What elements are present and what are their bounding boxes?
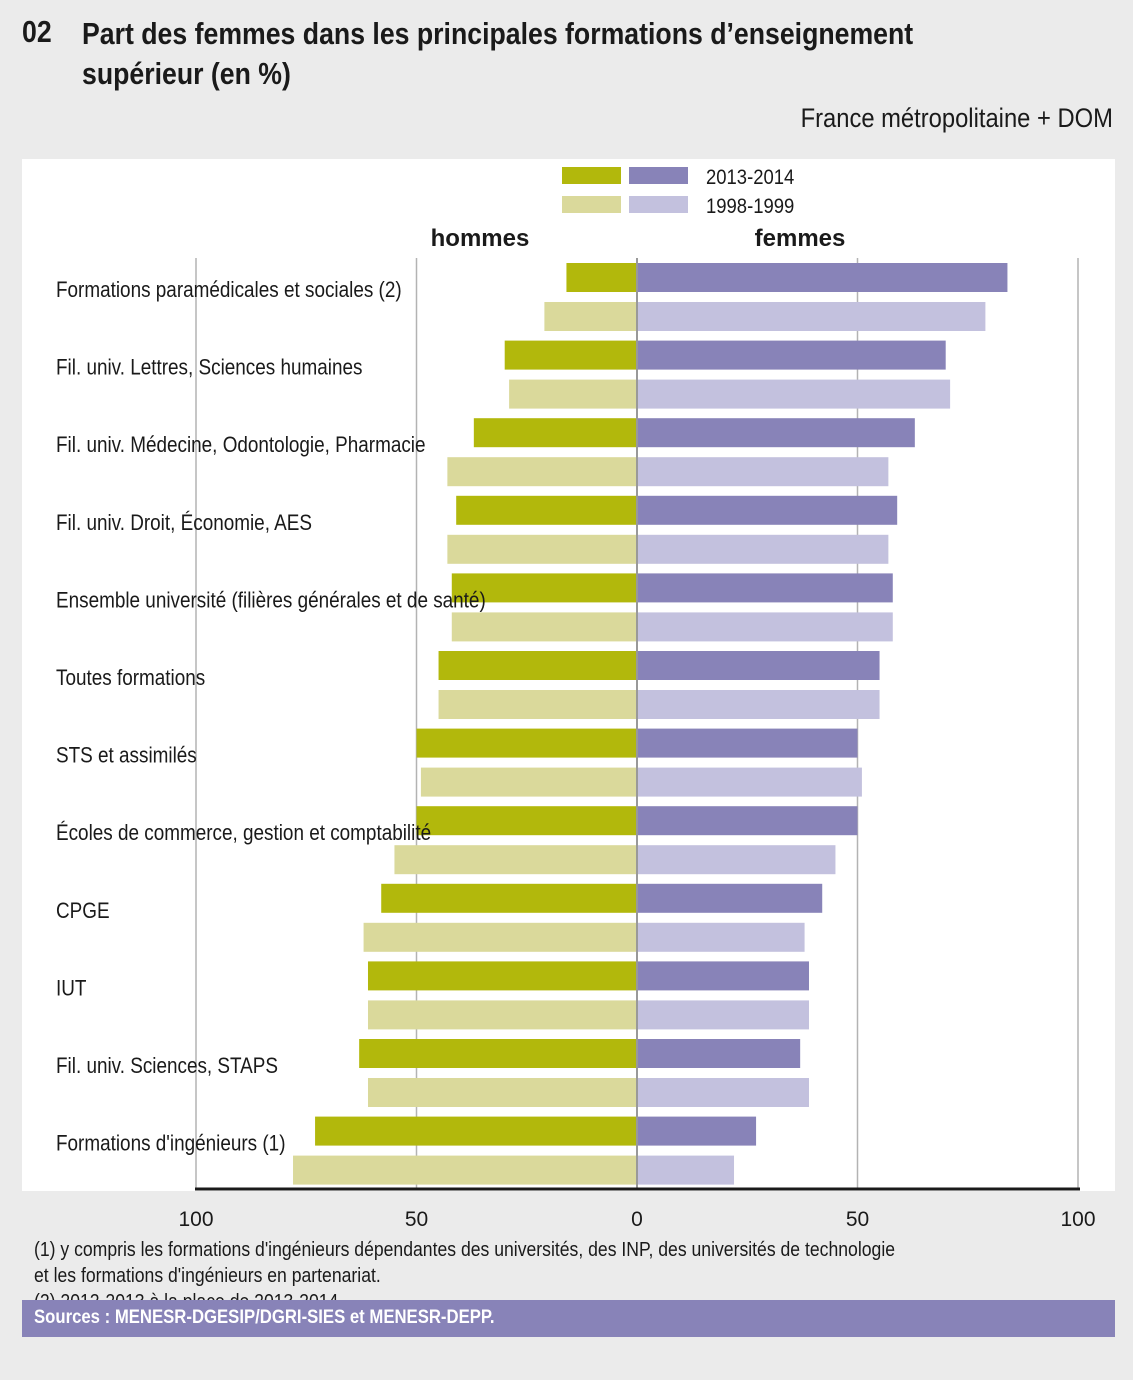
- chart-subtitle: France métropolitaine + DOM: [800, 103, 1113, 133]
- category-label: Fil. univ. Médecine, Odontologie, Pharma…: [56, 433, 426, 458]
- category-label: CPGE: [56, 898, 110, 923]
- bar-femmes-1998-1999: [637, 690, 880, 719]
- bar-hommes-2013-2014: [381, 883, 637, 913]
- bar-hommes-2013-2014: [473, 418, 637, 448]
- legend-swatch-hommes-1998-1999: [562, 196, 621, 213]
- bar-femmes-1998-1999: [637, 1155, 735, 1185]
- bar-hommes-2013-2014: [416, 806, 637, 836]
- footnote-1-continued: et les formations d'ingénieurs en parten…: [34, 1265, 381, 1287]
- x-tick-label: 100: [178, 1208, 213, 1230]
- bar-hommes-1998-1999: [420, 767, 637, 797]
- bar-hommes-2013-2014: [416, 728, 637, 758]
- bar-hommes-1998-1999: [293, 1155, 637, 1185]
- bar-femmes-1998-1999: [637, 302, 986, 331]
- legend: 2013-2014 1998-1999: [562, 166, 794, 218]
- bar-hommes-2013-2014: [367, 961, 637, 991]
- bar-hommes-1998-1999: [363, 922, 637, 952]
- bar-femmes-1998-1999: [637, 534, 889, 564]
- bar-femmes-2013-2014: [637, 883, 823, 913]
- bar-femmes-2013-2014: [637, 806, 858, 836]
- bar-femmes-2013-2014: [637, 961, 809, 991]
- bar-hommes-2013-2014: [438, 651, 637, 680]
- category-label: Fil. univ. Lettres, Sciences humaines: [56, 355, 362, 380]
- butterfly-bar-chart: Formations paramédicales et sociales (2)…: [56, 166, 1096, 1230]
- category-label: IUT: [56, 976, 87, 1001]
- bar-femmes-1998-1999: [637, 845, 836, 875]
- category-labels: Formations paramédicales et sociales (2)…: [56, 278, 486, 1156]
- chart-title-line-1: Part des femmes dans les principales for…: [82, 16, 914, 51]
- x-tick-label: 0: [631, 1208, 643, 1230]
- category-label: Formations paramédicales et sociales (2): [56, 278, 402, 303]
- x-axis: 100 50 0 50 100: [178, 1187, 1096, 1230]
- bar-hommes-1998-1999: [438, 690, 637, 719]
- sources-text: Sources : MENESR-DGESIP/DGRI-SIES et MEN…: [34, 1307, 495, 1328]
- bar-hommes-1998-1999: [451, 612, 637, 642]
- bar-hommes-2013-2014: [456, 495, 637, 525]
- legend-swatch-femmes-1998-1999: [629, 196, 688, 213]
- category-label: STS et assimilés: [56, 743, 197, 768]
- bar-hommes-1998-1999: [509, 379, 637, 409]
- bar-femmes-2013-2014: [637, 495, 898, 525]
- bar-hommes-1998-1999: [367, 1078, 637, 1107]
- footnote-1: (1) y compris les formations d'ingénieur…: [34, 1239, 896, 1261]
- bar-femmes-2013-2014: [637, 651, 880, 680]
- bar-femmes-2013-2014: [637, 1116, 757, 1146]
- category-label: Toutes formations: [56, 666, 205, 691]
- category-label: Formations d'ingénieurs (1): [56, 1131, 286, 1156]
- bar-femmes-1998-1999: [637, 379, 951, 409]
- bar-hommes-2013-2014: [504, 340, 637, 370]
- x-tick-label: 100: [1060, 1208, 1095, 1230]
- bar-hommes-1998-1999: [447, 457, 637, 487]
- category-label: Fil. univ. Droit, Économie, AES: [56, 510, 312, 535]
- bars: [293, 258, 1008, 1189]
- bar-hommes-2013-2014: [359, 1039, 637, 1068]
- bar-hommes-1998-1999: [367, 1000, 637, 1030]
- bar-hommes-1998-1999: [394, 845, 637, 875]
- right-side-label: femmes: [755, 225, 846, 252]
- x-tick-label: 50: [846, 1208, 869, 1230]
- left-side-label: hommes: [431, 225, 530, 252]
- gridlines: [195, 258, 1079, 1189]
- category-label: Écoles de commerce, gestion et comptabil…: [56, 821, 431, 846]
- sources-bar: Sources : MENESR-DGESIP/DGRI-SIES et MEN…: [22, 1300, 1115, 1337]
- bar-femmes-1998-1999: [637, 767, 862, 797]
- legend-label: 1998-1999: [706, 195, 794, 218]
- legend-label: 2013-2014: [706, 166, 794, 189]
- bar-femmes-2013-2014: [637, 728, 858, 758]
- bar-hommes-2013-2014: [315, 1116, 637, 1146]
- legend-swatch-femmes-2013-2014: [629, 167, 688, 184]
- bar-femmes-2013-2014: [637, 573, 893, 603]
- legend-swatch-hommes-2013-2014: [562, 167, 621, 184]
- bar-femmes-2013-2014: [637, 340, 946, 370]
- bar-femmes-2013-2014: [637, 263, 1008, 292]
- bar-hommes-2013-2014: [451, 573, 637, 603]
- chart-title-line-2: supérieur (en %): [82, 56, 291, 91]
- bar-hommes-1998-1999: [447, 534, 637, 564]
- bar-femmes-1998-1999: [637, 1078, 809, 1107]
- bar-femmes-1998-1999: [637, 457, 889, 487]
- bar-femmes-1998-1999: [637, 922, 805, 952]
- bar-femmes-2013-2014: [637, 1039, 801, 1068]
- bar-hommes-2013-2014: [566, 263, 637, 292]
- bar-femmes-2013-2014: [637, 418, 915, 448]
- bar-hommes-1998-1999: [544, 302, 637, 331]
- category-label: Fil. univ. Sciences, STAPS: [56, 1054, 278, 1079]
- bar-femmes-1998-1999: [637, 1000, 809, 1030]
- bar-femmes-1998-1999: [637, 612, 893, 642]
- category-label: Ensemble université (filières générales …: [56, 588, 486, 613]
- figure-number: 02: [22, 14, 52, 49]
- chart-title: Part des femmes dans les principales for…: [82, 14, 913, 94]
- x-tick-label: 50: [405, 1208, 428, 1230]
